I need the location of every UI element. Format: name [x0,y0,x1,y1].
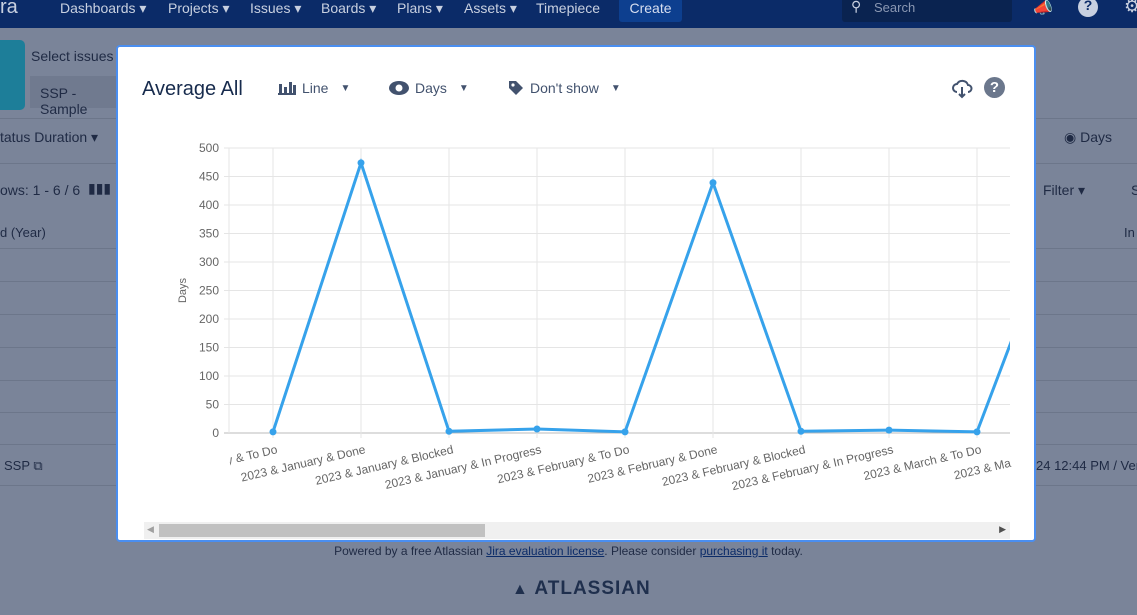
modal-title: Average All [142,78,243,100]
data-point [621,428,629,436]
help-icon[interactable]: ? [984,77,1005,98]
notifications-icon[interactable]: 📣 [1033,0,1053,17]
jira-logo: ra [0,0,18,18]
nav-dashboards[interactable]: Dashboards ▾ [60,0,147,16]
column-header-in: In [1124,225,1135,240]
labels-dropdown[interactable]: Don't show ▼ [508,80,621,96]
y-tick-label: 250 [199,284,219,298]
days-select[interactable]: ◉ Days [1064,129,1113,145]
atlassian-logo: ▲ ATLASSIAN [512,578,651,599]
chevron-down-icon: ▼ [340,82,351,94]
rows-count: ows: 1 - 6 / 6 [0,182,81,198]
ssp-link[interactable]: SSP ⧉ [4,458,43,473]
y-tick-label: 450 [199,170,219,184]
select-issues-label: Select issues ( [31,48,123,64]
scroll-right-icon[interactable]: ▶ [999,524,1006,534]
data-point [445,427,453,435]
y-tick-label: 150 [199,341,219,355]
search-input[interactable]: Search [842,0,1012,22]
chart-type-label: Line [302,80,329,96]
evaluation-license-link[interactable]: Jira evaluation license [486,544,605,558]
nav-timepiece[interactable]: Timepiece [536,0,601,16]
y-axis-label: Days [177,277,189,303]
chart-icon[interactable]: ▮▮▮ [88,180,112,196]
filter-button[interactable]: Filter ▾ [1043,182,1086,198]
chart-type-dropdown[interactable]: Line ▼ [278,80,350,96]
column-header-year: d (Year) [0,225,46,240]
settings-icon[interactable]: ⚙ [1124,0,1137,16]
unit-label: Days [415,80,447,96]
horizontal-scrollbar[interactable]: ◀ ▶ [144,522,1010,539]
series-line [271,157,1010,434]
data-point [973,428,981,436]
y-tick-label: 200 [199,312,219,326]
chevron-down-icon: ▼ [458,82,469,94]
data-point [709,179,717,187]
y-tick-label: 350 [199,227,219,241]
y-tick-label: 0 [212,426,219,440]
chart-modal: Average All Line ▼ Days ▼ Don't show ▼ ? 0 5… [116,45,1036,542]
data-point [533,425,541,433]
scroll-left-icon[interactable]: ◀ [147,524,154,534]
data-point [797,427,805,435]
nav-boards[interactable]: Boards ▾ [321,0,377,16]
y-tick-label: 400 [199,198,219,212]
unit-dropdown[interactable]: Days ▼ [389,80,469,96]
eye-icon [389,81,409,95]
y-tick-label: 300 [199,255,219,269]
tag-icon [509,81,523,95]
chevron-down-icon: ▼ [610,82,621,94]
data-point [269,428,277,436]
bar-chart-icon [278,82,296,95]
top-nav: ra Dashboards ▾ Projects ▾ Issues ▾ Boar… [0,0,1137,28]
create-button[interactable]: Create [619,0,682,22]
project-select[interactable]: SSP - Sample [30,76,120,117]
y-tick-label: 100 [199,369,219,383]
y-tick-label: 50 [206,398,220,412]
s-button[interactable]: S [1131,182,1137,198]
nav-issues[interactable]: Issues ▾ [250,0,302,16]
purchasing-link[interactable]: purchasing it [699,544,768,558]
search-icon: ⚲ [851,0,862,14]
help-icon[interactable]: ? [1078,0,1098,17]
nav-projects[interactable]: Projects ▾ [168,0,230,16]
data-point [885,426,893,434]
report-type-select[interactable]: tatus Duration ▾ [0,129,99,145]
cloud-download-icon[interactable] [951,77,973,99]
labels-label: Don't show [530,80,599,96]
nav-plans[interactable]: Plans ▾ [397,0,443,16]
project-avatar [0,40,25,110]
scrollbar-thumb[interactable] [159,524,485,537]
data-point [357,159,365,167]
footer: Powered by a free Atlassian Jira evaluat… [334,544,803,558]
y-tick-label: 500 [199,141,219,155]
nav-assets[interactable]: Assets ▾ [464,0,517,16]
version-info: 24 12:44 PM / Versio [1036,458,1137,473]
